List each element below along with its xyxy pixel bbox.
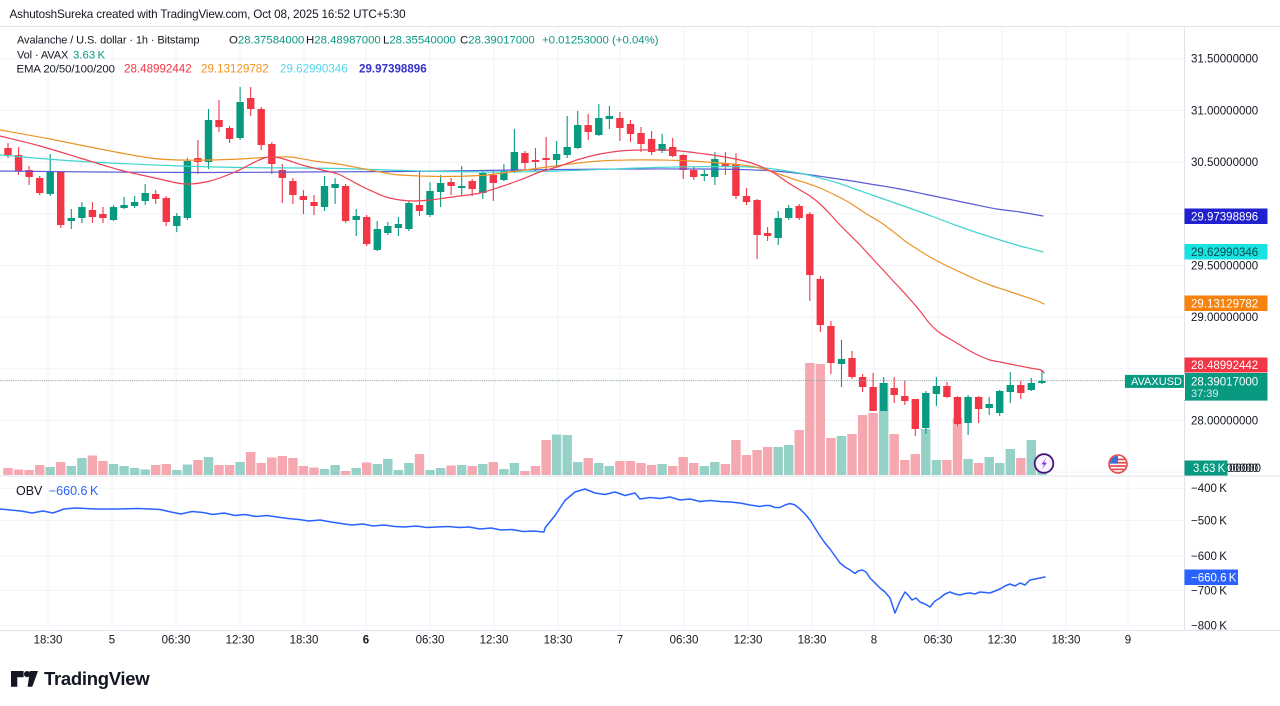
svg-text:3.63 K: 3.63 K	[73, 50, 105, 62]
svg-text:29.97398896: 29.97398896	[359, 63, 427, 76]
svg-text:28.39017000: 28.39017000	[1191, 376, 1258, 388]
svg-text:29.13129782: 29.13129782	[1191, 298, 1258, 310]
svg-text:OBV −660.6 K: OBV −660.6 K	[16, 484, 99, 498]
svg-text:29.62990346: 29.62990346	[280, 63, 348, 76]
svg-text:12:30: 12:30	[226, 635, 255, 647]
svg-text:9: 9	[1125, 635, 1131, 647]
svg-text:O28.37584000: O28.37584000	[229, 35, 304, 47]
svg-text:18:30: 18:30	[544, 635, 573, 647]
svg-text:37:39: 37:39	[1191, 388, 1219, 400]
svg-text:00000: 00000	[1229, 463, 1261, 475]
svg-text:18:30: 18:30	[1052, 635, 1081, 647]
svg-text:6: 6	[363, 635, 369, 647]
svg-text:AshutoshSureka created with Tr: AshutoshSureka created with TradingView.…	[10, 8, 407, 21]
svg-text:29.97398896: 29.97398896	[1191, 211, 1258, 223]
svg-text:−660.6 K: −660.6 K	[1191, 572, 1237, 584]
svg-text:06:30: 06:30	[162, 635, 191, 647]
svg-text:18:30: 18:30	[798, 635, 827, 647]
svg-text:7: 7	[617, 635, 623, 647]
svg-text:Avalanche / U.S. dollar · 1h ·: Avalanche / U.S. dollar · 1h · Bitstamp	[17, 35, 199, 47]
svg-text:29.00000000: 29.00000000	[1191, 312, 1258, 324]
svg-text:L28.35540000: L28.35540000	[383, 35, 456, 47]
svg-text:31.00000000: 31.00000000	[1191, 105, 1258, 117]
svg-text:−400 K: −400 K	[1191, 483, 1227, 495]
svg-text:28.48992442: 28.48992442	[1191, 360, 1258, 372]
svg-text:+0.01253000: +0.01253000	[542, 35, 609, 47]
svg-text:H28.48987000: H28.48987000	[306, 35, 381, 47]
svg-text:29.50000000: 29.50000000	[1191, 260, 1258, 272]
svg-text:30.50000000: 30.50000000	[1191, 157, 1258, 169]
svg-text:3.63 K: 3.63 K	[1193, 463, 1226, 475]
svg-text:18:30: 18:30	[34, 635, 63, 647]
svg-text:(+0.04%): (+0.04%)	[612, 35, 659, 47]
svg-text:5: 5	[109, 635, 115, 647]
svg-text:EMA 20/50/100/200: EMA 20/50/100/200	[17, 64, 115, 76]
svg-text:8: 8	[871, 635, 877, 647]
svg-text:06:30: 06:30	[416, 635, 445, 647]
svg-text:TradingView: TradingView	[44, 668, 150, 689]
svg-text:29.62990346: 29.62990346	[1191, 247, 1258, 259]
svg-text:Vol · AVAX: Vol · AVAX	[17, 50, 69, 62]
svg-text:12:30: 12:30	[734, 635, 763, 647]
svg-text:28.00000000: 28.00000000	[1191, 415, 1258, 427]
svg-text:12:30: 12:30	[988, 635, 1017, 647]
svg-text:12:30: 12:30	[480, 635, 509, 647]
svg-text:18:30: 18:30	[290, 635, 319, 647]
svg-text:−700 K: −700 K	[1191, 586, 1227, 598]
svg-text:06:30: 06:30	[924, 635, 953, 647]
svg-text:−500 K: −500 K	[1191, 516, 1227, 528]
svg-text:−600 K: −600 K	[1191, 551, 1227, 563]
svg-text:06:30: 06:30	[670, 635, 699, 647]
svg-text:28.48992442: 28.48992442	[124, 63, 192, 76]
svg-text:29.13129782: 29.13129782	[201, 63, 269, 76]
svg-text:−800 K: −800 K	[1191, 620, 1227, 632]
svg-text:31.50000000: 31.50000000	[1191, 54, 1258, 66]
svg-text:C28.39017000: C28.39017000	[460, 35, 535, 47]
svg-text:AVAXUSD: AVAXUSD	[1131, 376, 1182, 388]
